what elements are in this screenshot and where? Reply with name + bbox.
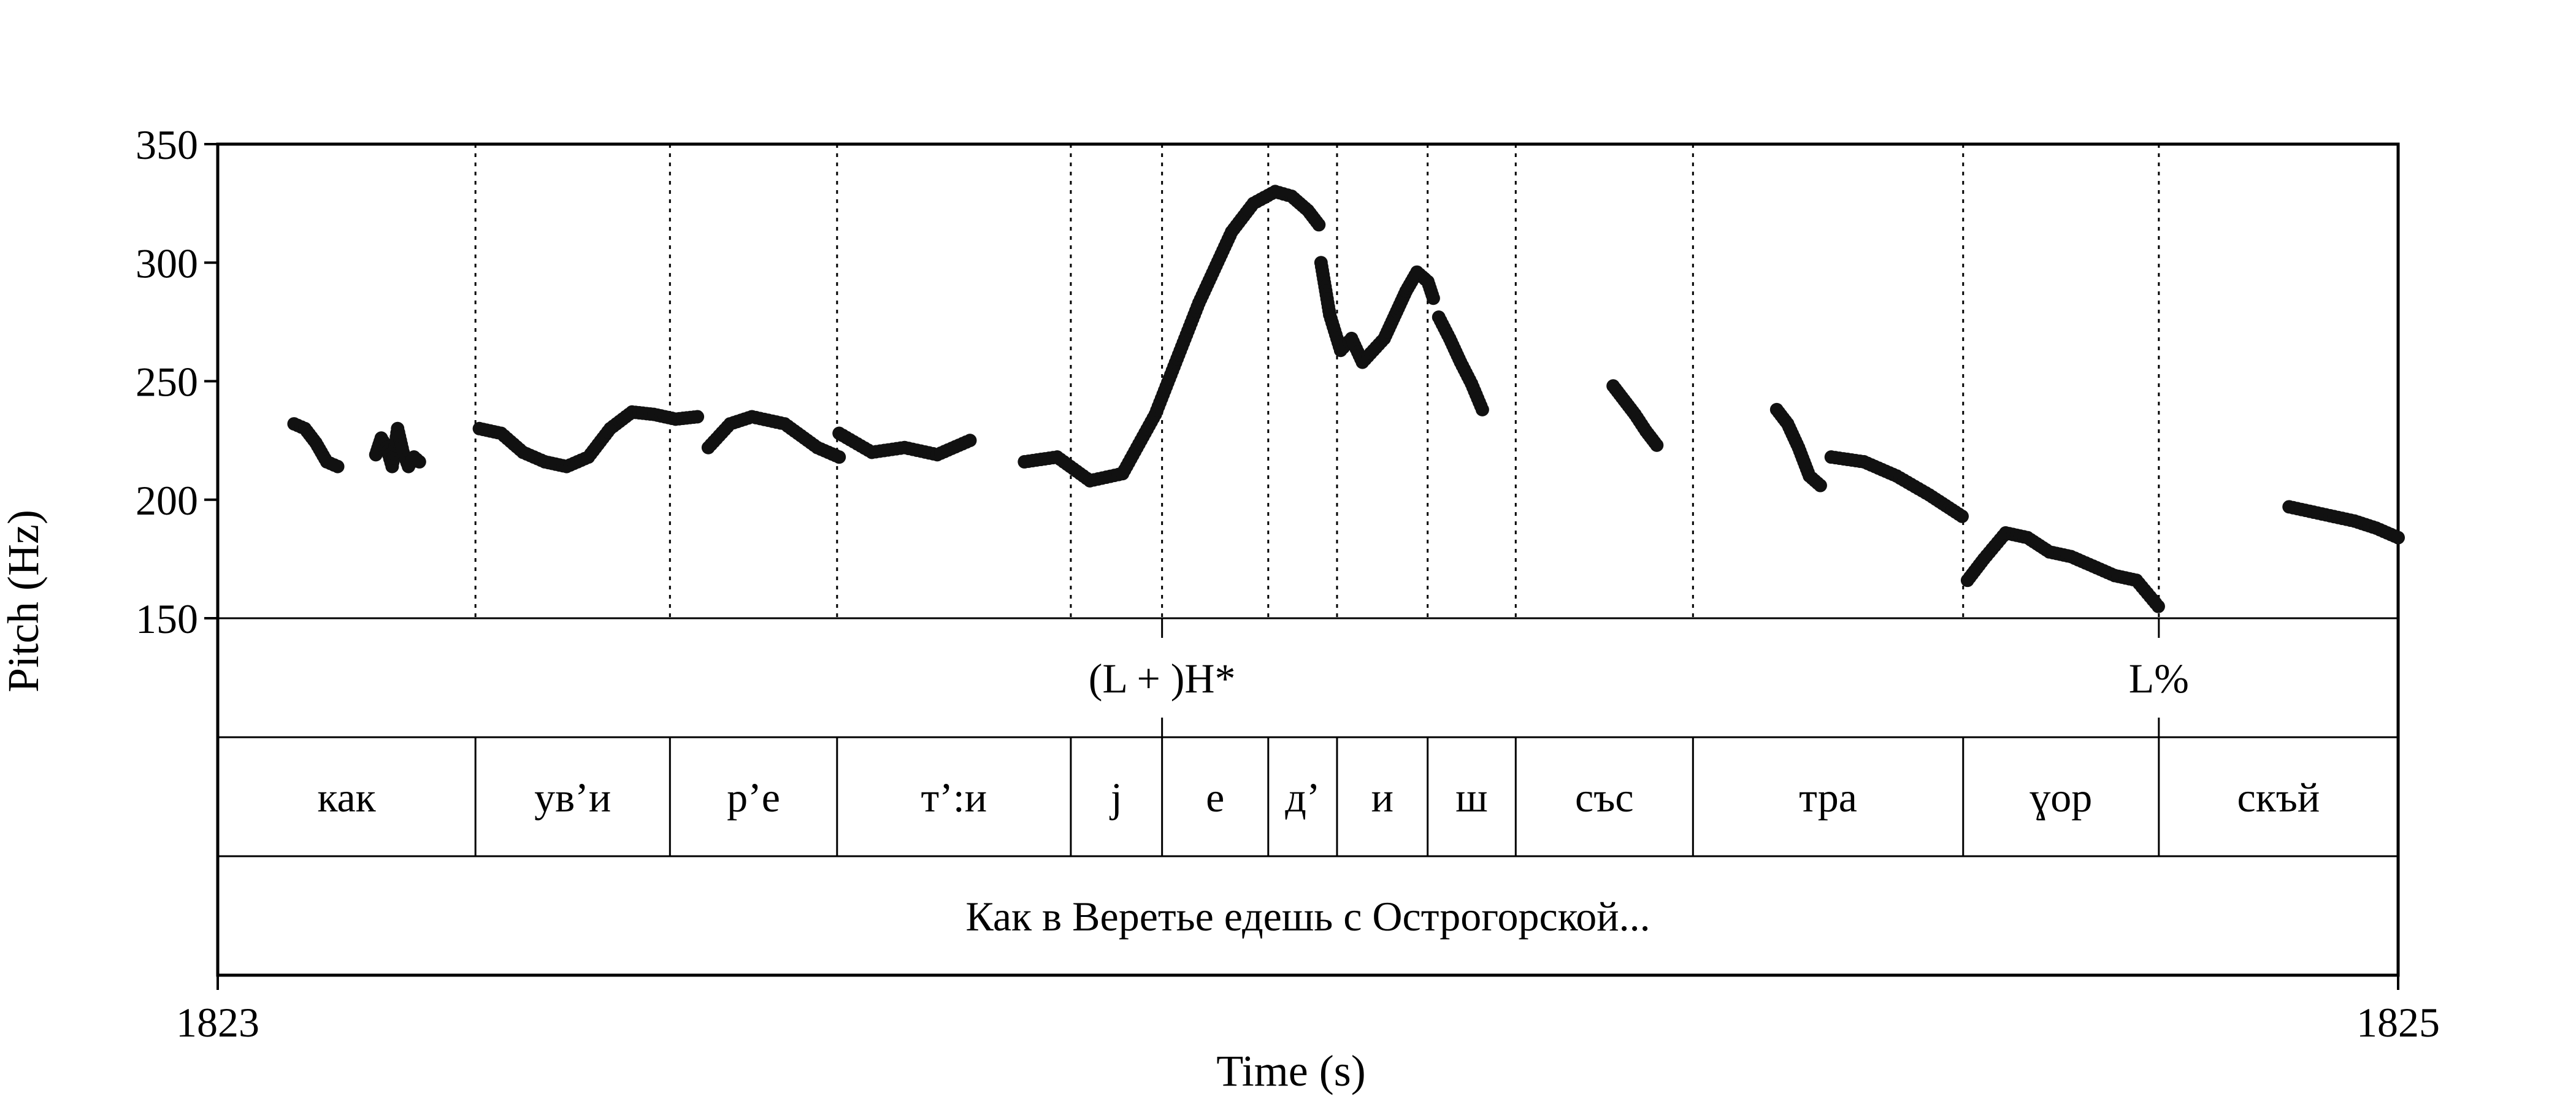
pitch-point	[1955, 509, 1969, 523]
syllable-label: т’:и	[921, 774, 987, 821]
syllable-label: е	[1206, 774, 1224, 821]
syllable-label: как	[317, 774, 376, 821]
pitch-point	[412, 454, 426, 469]
pitch-point	[1312, 218, 1326, 232]
pitch-point	[2151, 599, 2165, 613]
pitch-points	[287, 185, 2405, 613]
y-tick-label: 250	[136, 359, 198, 405]
pitch-point	[1426, 291, 1440, 305]
syllable-label: j	[1110, 774, 1122, 821]
syllable-label: и	[1371, 774, 1393, 821]
pitch-point	[1813, 478, 1827, 493]
syllable-label: р’е	[727, 774, 780, 821]
x-tick-label: 1823	[176, 999, 259, 1046]
syllable-label: ш	[1455, 774, 1487, 821]
syllable-label: със	[1575, 774, 1634, 821]
y-tick-label: 300	[136, 240, 198, 286]
outer-frame	[216, 142, 2400, 977]
syllable-label: д’	[1285, 774, 1320, 821]
pitch-point	[691, 410, 705, 424]
axes: 150 200 250 300 350 1823 1825	[136, 121, 2440, 1046]
chart-frames	[216, 142, 2400, 977]
x-axis-title: Time (s)	[1216, 1046, 1365, 1095]
syllable-label: тра	[1799, 774, 1857, 821]
y-tick-label: 200	[136, 477, 198, 524]
y-tick-label: 350	[136, 121, 198, 168]
x-tick-label: 1825	[2356, 999, 2440, 1046]
tone-label: (L + )H*	[1089, 655, 1236, 702]
phrase-label: Как в Веретье едешь с Острогорской...	[965, 893, 1650, 940]
pitch-point	[1650, 438, 1664, 452]
y-tick-label: 150	[136, 596, 198, 642]
pitch-point	[2391, 531, 2405, 545]
syllable-label: ɣор	[2030, 774, 2092, 821]
y-axis-title: Pitch (Hz)	[0, 510, 48, 692]
annotation-tiers: (L + )H* L% как ув’и р’е т’:и j е д’ и ш със тра ɣор с…	[317, 618, 2320, 940]
syllable-label: ув’и	[534, 774, 611, 821]
pitch-point	[331, 459, 345, 473]
pitch-point	[963, 434, 977, 448]
pitch-point	[832, 450, 846, 464]
pitch-point	[1475, 402, 1489, 416]
tone-label: L%	[2129, 655, 2189, 702]
syllable-label: скъй	[2237, 774, 2320, 821]
